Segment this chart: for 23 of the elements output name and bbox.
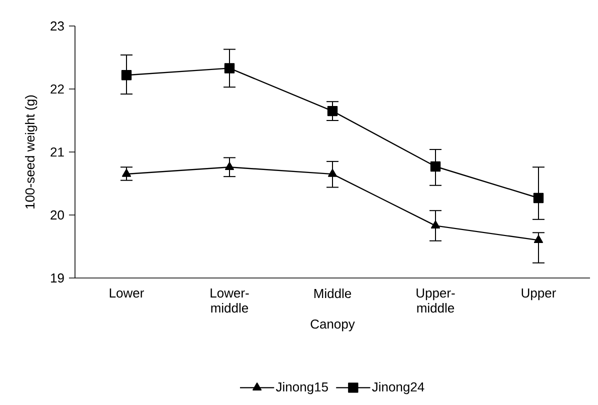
point [225, 162, 234, 170]
legend-label: Jinong15 [276, 382, 328, 394]
x-tick-label: Middle [314, 288, 352, 298]
y-tick-label: 19 [50, 273, 64, 283]
point [430, 161, 441, 172]
y-tick-label: 21 [50, 147, 64, 157]
point [328, 168, 337, 177]
x-tick-label: Upper [522, 288, 556, 300]
x-tick-label: Lower-middle [210, 288, 249, 313]
legend-label: Jinong24 [372, 382, 424, 394]
point [534, 235, 543, 244]
point [431, 220, 440, 229]
y-tick-label: 20 [50, 210, 64, 220]
point [533, 192, 544, 204]
x-axis-title: Canopy [310, 319, 355, 332]
x-tick-label: Upper-middle [416, 288, 455, 313]
y-axis-title: 100-seed weight (g) [25, 95, 38, 208]
y-tick-label: 23 [50, 21, 64, 31]
point [224, 63, 235, 74]
point [327, 106, 338, 116]
x-tick-label: Lower [110, 288, 144, 298]
point [121, 70, 132, 80]
y-tick-label: 22 [50, 84, 64, 94]
